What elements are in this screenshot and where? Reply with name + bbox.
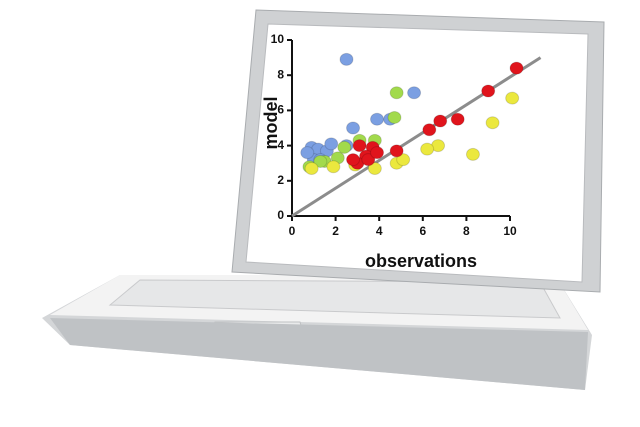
y-tick-label: 8 <box>277 67 284 81</box>
reference-line <box>291 56 542 218</box>
scatter-point <box>367 161 382 175</box>
y-tick-label: 6 <box>277 103 284 117</box>
y-tick-label: 2 <box>277 173 284 187</box>
y-tick-label: 10 <box>271 32 285 46</box>
x-tick-label: 8 <box>463 224 470 238</box>
scatter-point <box>485 116 500 130</box>
scatter-point <box>389 86 404 100</box>
scatter-point <box>422 123 437 137</box>
base-edge <box>50 318 588 390</box>
scatter-point <box>396 153 411 167</box>
scatter-point <box>465 147 480 161</box>
scatter-chart: 0 2 4 6 8 10 0 2 4 6 8 10 observations model <box>261 32 542 271</box>
scatter-point <box>313 154 328 168</box>
scatter-point <box>509 61 524 75</box>
scatter-point <box>370 112 385 126</box>
scatter-point <box>346 121 361 135</box>
scatter-point <box>407 86 422 100</box>
screen <box>245 23 589 283</box>
scatter-point <box>352 139 367 153</box>
y-tick-label: 0 <box>277 208 284 222</box>
scatter-point <box>433 114 448 128</box>
scatter-point <box>389 144 404 158</box>
scatter-point <box>346 153 361 167</box>
scatter-point <box>300 146 315 160</box>
x-tick-label: 4 <box>376 224 383 238</box>
scatter-point <box>304 161 319 175</box>
scatter-point <box>387 110 402 124</box>
x-tick-label: 10 <box>503 224 517 238</box>
scatter-point <box>361 153 376 167</box>
scatter-point <box>481 84 496 98</box>
scatter-point <box>420 142 435 156</box>
scatter-point <box>450 112 465 126</box>
scatter-point <box>337 140 352 154</box>
scatter-point <box>370 146 385 160</box>
scatter-point <box>326 160 341 174</box>
x-tick-label: 6 <box>419 224 426 238</box>
y-axis-label: model <box>261 96 281 149</box>
scatter-point <box>324 137 339 151</box>
x-tick-label: 2 <box>332 224 339 238</box>
scatter-point <box>339 52 354 66</box>
y-tick-label: 4 <box>277 138 284 152</box>
scatter-point <box>505 91 520 105</box>
x-tick-label: 0 <box>289 224 296 238</box>
x-axis-label: observations <box>365 251 477 271</box>
